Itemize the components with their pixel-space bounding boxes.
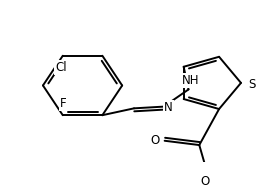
Text: NH: NH: [182, 74, 199, 87]
Text: O: O: [150, 134, 159, 147]
Text: F: F: [59, 97, 66, 110]
Text: S: S: [248, 78, 255, 91]
Text: N: N: [164, 101, 173, 114]
Text: Cl: Cl: [55, 61, 67, 74]
Text: O: O: [201, 175, 210, 187]
